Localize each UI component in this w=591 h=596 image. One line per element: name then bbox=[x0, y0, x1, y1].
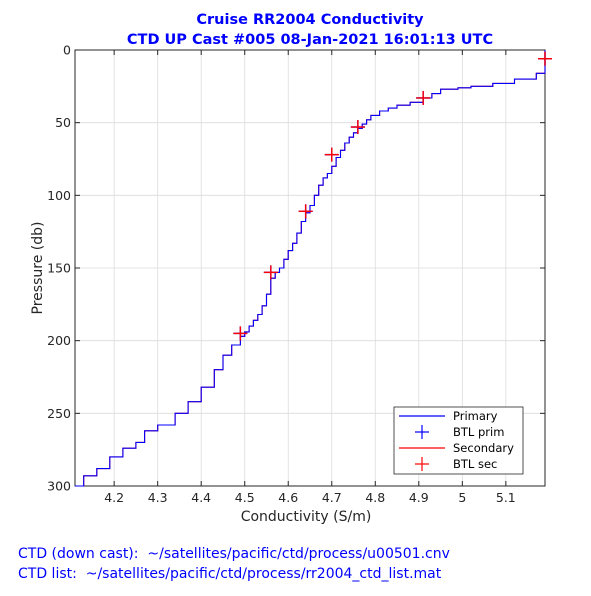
x-tick-label: 4.4 bbox=[191, 490, 211, 505]
marker-btl-sec bbox=[416, 90, 431, 105]
legend-primary-label: Primary bbox=[453, 409, 498, 423]
y-tick-label: 0 bbox=[63, 43, 71, 58]
x-tick-label: 5 bbox=[458, 490, 466, 505]
y-tick-label: 150 bbox=[47, 261, 71, 276]
footer-downcast-path: CTD (down cast): ~/satellites/pacific/ct… bbox=[18, 546, 450, 562]
legend-btl-sec-label: BTL sec bbox=[453, 457, 497, 471]
legend-btl-sec-marker bbox=[415, 457, 429, 471]
y-tick-label: 100 bbox=[47, 188, 71, 203]
y-tick-label: 300 bbox=[47, 479, 71, 494]
marker-btl-sec bbox=[263, 265, 278, 280]
marker-btl-sec bbox=[298, 204, 313, 219]
marker-btl-sec bbox=[538, 51, 552, 66]
x-tick-label: 4.9 bbox=[409, 490, 429, 505]
footer-ctd-list-path: CTD list: ~/satellites/pacific/ctd/proce… bbox=[18, 566, 442, 582]
marker-btl-sec bbox=[233, 326, 248, 341]
chart-title-line-2: CTD UP Cast #005 08-Jan-2021 16:01:13 UT… bbox=[127, 32, 493, 48]
x-tick-label: 4.8 bbox=[365, 490, 385, 505]
legend-btl-prim-marker bbox=[415, 425, 429, 439]
legend-btl-prim-label: BTL prim bbox=[453, 425, 504, 439]
chart-title-line-1: Cruise RR2004 Conductivity bbox=[196, 12, 424, 28]
chart-title: Cruise RR2004 Conductivity CTD UP Cast #… bbox=[127, 12, 493, 48]
x-tick-label: 4.5 bbox=[235, 490, 255, 505]
x-tick-label: 4.7 bbox=[322, 490, 342, 505]
legend: Primary BTL prim Secondary BTL sec bbox=[393, 406, 524, 475]
legend-box bbox=[393, 406, 524, 475]
x-tick-label: 4.6 bbox=[278, 490, 298, 505]
x-tick-label: 4.2 bbox=[104, 490, 124, 505]
x-tick-label: 4.3 bbox=[148, 490, 168, 505]
y-tick-label: 200 bbox=[47, 333, 71, 348]
y-tick-label: 250 bbox=[47, 406, 71, 421]
marker-btl-sec bbox=[324, 147, 339, 162]
x-tick-label: 5.1 bbox=[496, 490, 516, 505]
marker-btl-sec bbox=[350, 120, 365, 135]
legend-secondary-label: Secondary bbox=[453, 441, 514, 455]
y-tick-label: 50 bbox=[55, 115, 71, 130]
x-axis-label: Conductivity (S/m) bbox=[241, 509, 372, 525]
series-layer bbox=[75, 50, 552, 487]
y-axis-label: Pressure (db) bbox=[30, 222, 46, 315]
